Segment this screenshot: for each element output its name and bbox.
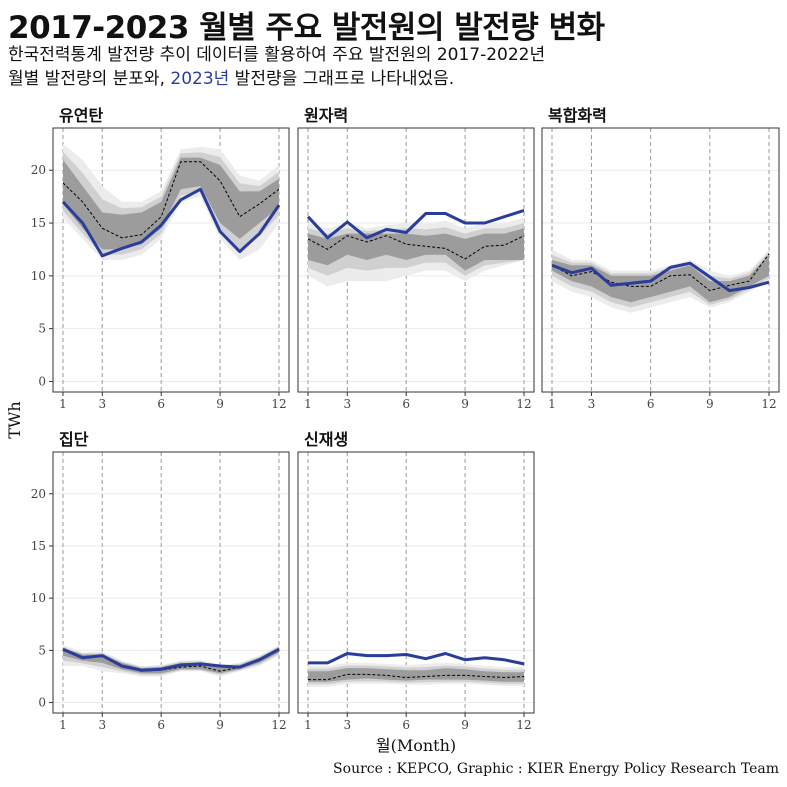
x-tick-label: 3	[343, 718, 351, 732]
series-2023-line	[306, 208, 525, 240]
x-tick-label: 1	[548, 397, 556, 411]
y-tick-label: 0	[38, 374, 46, 388]
x-tick-label: 6	[402, 718, 410, 732]
range-band-iqr	[63, 647, 279, 674]
y-axis-title: TWh	[5, 401, 24, 438]
y-tick-label: 20	[31, 487, 46, 501]
range-band-iqr	[308, 668, 524, 682]
x-tick-label: 3	[98, 718, 106, 732]
subtitle-line1: 한국전력통계 발전량 추이 데이터를 활용하여 주요 발전원의 2017-202…	[8, 45, 546, 65]
y-tick-label: 10	[31, 269, 46, 283]
series-2023-line	[62, 647, 280, 672]
facet-panel-3: 복합화력 1 3 6 9 12	[541, 106, 780, 411]
x-tick-label: 3	[98, 397, 106, 411]
facet-panel-2: 원자력 1 3 6 9 12	[297, 106, 535, 411]
y-tick-label: 10	[31, 591, 46, 605]
panel-border	[52, 451, 290, 714]
panel-border	[297, 127, 535, 393]
subtitle-line2-post: 발전량을 그래프로 나타내었음.	[229, 69, 455, 89]
source-caption: Source : KEPCO, Graphic : KIER Energy Po…	[333, 761, 779, 777]
y-tick-label: 15	[31, 539, 46, 553]
y-tick-label: 20	[31, 163, 46, 177]
facet-title: 집단	[59, 430, 89, 449]
x-tick-label: 12	[516, 718, 531, 732]
x-tick-label: 9	[461, 718, 469, 732]
x-tick-label: 3	[343, 397, 351, 411]
panel-border	[541, 127, 780, 393]
facet-panel-4: 집단 1 3 6 9 12 0 5 10 15 20	[31, 430, 290, 732]
series-2023-line	[308, 652, 525, 666]
subtitle-line2-pre: 월별 발전량의 분포와,	[8, 69, 171, 89]
x-tick-label: 1	[59, 718, 67, 732]
range-band-iqr	[63, 157, 279, 250]
x-tick-label: 9	[216, 718, 224, 732]
x-tick-label: 12	[516, 397, 531, 411]
range-band-iqr	[552, 254, 769, 303]
x-axis-title: 월(Month)	[376, 736, 456, 755]
y-tick-label: 5	[38, 643, 46, 657]
x-tick-label: 12	[271, 718, 286, 732]
range-band-iqr	[308, 228, 524, 271]
x-tick-label: 9	[461, 397, 469, 411]
facet-title: 복합화력	[548, 106, 607, 125]
x-tick-label: 9	[706, 397, 714, 411]
panel-border	[297, 451, 535, 714]
panel-border	[52, 127, 290, 393]
x-tick-label: 1	[304, 718, 312, 732]
facet-panel-1: 유연탄 1 3 6 9 12 0 5 10 15 20	[31, 106, 290, 411]
x-tick-label: 12	[271, 397, 286, 411]
series-2023-line	[551, 261, 770, 293]
series-2023-line	[61, 187, 281, 258]
facet-title: 원자력	[304, 106, 348, 125]
x-tick-label: 3	[588, 397, 596, 411]
median-line	[62, 161, 280, 239]
y-tick-label: 0	[38, 696, 46, 710]
x-tick-label: 9	[216, 397, 224, 411]
facet-panel-5: 신재생 1 3 6 9 12	[297, 430, 535, 732]
x-tick-label: 1	[59, 397, 67, 411]
median-line	[308, 673, 525, 681]
x-tick-label: 6	[402, 397, 410, 411]
chart-title: 2017-2023 월별 주요 발전원의 발전량 변화	[8, 10, 605, 46]
x-tick-label: 6	[157, 718, 165, 732]
median-line	[551, 253, 770, 292]
x-tick-label: 1	[304, 397, 312, 411]
x-tick-label: 6	[647, 397, 655, 411]
x-tick-label: 12	[761, 397, 776, 411]
chart-subtitle: 한국전력통계 발전량 추이 데이터를 활용하여 주요 발전원의 2017-202…	[8, 43, 545, 91]
median-line	[307, 235, 525, 260]
facet-title: 유연탄	[59, 106, 103, 125]
subtitle-highlight-year: 2023년	[170, 69, 230, 89]
y-tick-label: 15	[31, 216, 46, 230]
x-tick-label: 6	[157, 397, 165, 411]
y-tick-label: 5	[38, 322, 46, 336]
facet-title: 신재생	[304, 430, 348, 449]
